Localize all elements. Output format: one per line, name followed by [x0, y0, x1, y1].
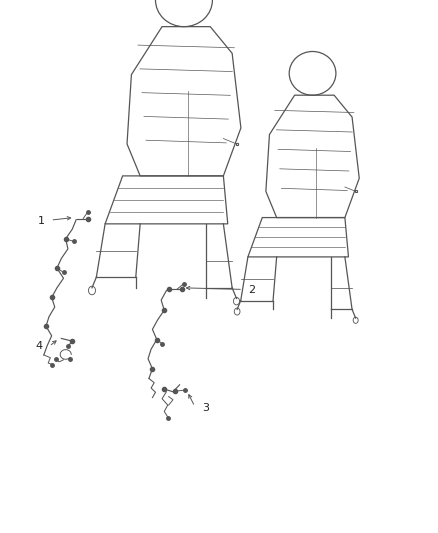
Text: 4: 4: [36, 342, 43, 351]
Text: 2: 2: [248, 286, 255, 295]
Text: 3: 3: [202, 403, 209, 413]
Text: 1: 1: [38, 216, 45, 226]
